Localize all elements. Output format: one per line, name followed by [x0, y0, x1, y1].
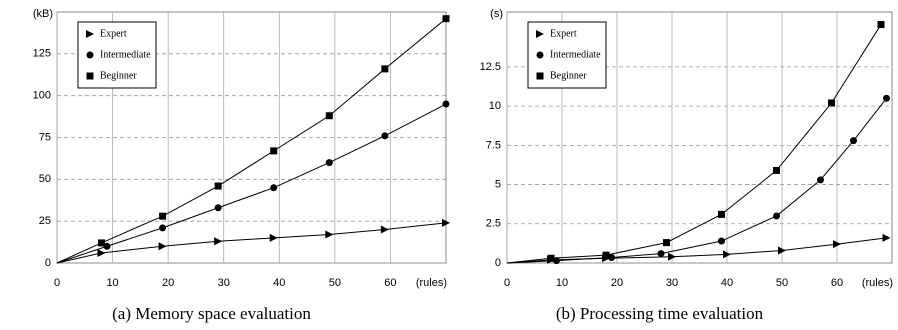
marker-triangle: [325, 230, 334, 239]
y-tick-label: 7.5: [486, 139, 501, 151]
series-line: [506, 24, 882, 264]
marker-square: [828, 99, 835, 107]
marker-square: [547, 254, 555, 262]
marker-triangle: [882, 233, 891, 242]
marker-square: [214, 182, 222, 190]
series-line: [56, 103, 447, 264]
y-tick-label: 5: [495, 178, 501, 190]
x-tick-label: 0: [54, 277, 60, 289]
legend-label: Expert: [550, 28, 577, 39]
marker-square: [773, 166, 780, 174]
caption: (a) Memory space evaluation: [112, 304, 311, 323]
marker-circle: [553, 257, 560, 265]
marker-triangle: [86, 30, 94, 38]
legend-label: Beginner: [550, 70, 587, 81]
x-tick-label: 10: [556, 277, 568, 289]
x-tick-label: 50: [329, 277, 341, 289]
x-tick-label: 0: [504, 277, 510, 289]
series-line: [56, 18, 447, 264]
y-tick-label: 75: [39, 131, 51, 143]
series-line: [506, 237, 887, 264]
y-axis-label: (s): [490, 8, 503, 20]
marker-triangle: [778, 246, 786, 255]
marker-triangle: [380, 225, 389, 234]
marker-triangle: [723, 250, 731, 259]
series-line: [506, 97, 887, 264]
y-tick-label: 2.5: [486, 218, 501, 230]
legend-label: Expert: [100, 28, 127, 39]
marker-triangle: [214, 237, 223, 246]
marker-circle: [86, 51, 94, 59]
y-tick-label: 0: [45, 257, 51, 269]
marker-square: [270, 147, 278, 155]
y-tick-label: 0: [495, 257, 501, 269]
marker-triangle: [442, 218, 450, 227]
marker-square: [325, 112, 333, 120]
marker-circle: [608, 254, 615, 262]
marker-triangle: [833, 240, 841, 249]
x-tick-label: 40: [721, 277, 733, 289]
x-tick-label: 40: [273, 277, 285, 289]
x-tick-label: 60: [384, 277, 396, 289]
legend-label: Beginner: [100, 70, 137, 81]
x-tick-label: 30: [666, 277, 678, 289]
x-tick-label: 50: [776, 277, 788, 289]
marker-square: [877, 21, 885, 29]
marker-square: [663, 239, 670, 247]
x-axis-label: (rules): [862, 277, 893, 289]
marker-circle: [718, 237, 725, 245]
y-axis-label: (kB): [33, 8, 53, 20]
y-tick-label: 25: [39, 215, 51, 227]
marker-square: [381, 65, 389, 73]
marker-triangle: [158, 242, 167, 251]
marker-square: [602, 251, 610, 259]
x-tick-label: 20: [162, 277, 174, 289]
marker-circle: [325, 159, 333, 167]
marker-circle: [773, 212, 780, 220]
marker-circle: [159, 224, 167, 232]
x-axis-label: (rules): [416, 277, 447, 289]
series-line: [56, 222, 447, 264]
y-tick-label: 12.5: [480, 61, 501, 73]
marker-circle: [270, 184, 278, 192]
y-tick-label: 10: [489, 100, 501, 112]
marker-circle: [883, 94, 890, 102]
marker-square: [86, 72, 94, 80]
x-tick-label: 20: [611, 277, 623, 289]
marker-circle: [442, 100, 450, 108]
marker-circle: [657, 250, 665, 258]
marker-square: [536, 72, 544, 80]
marker-square: [442, 15, 450, 23]
marker-triangle: [668, 252, 676, 261]
marker-triangle: [536, 30, 544, 38]
marker-triangle: [269, 233, 278, 242]
y-tick-label: 50: [39, 173, 51, 185]
marker-square: [97, 239, 105, 247]
marker-circle: [536, 51, 544, 59]
x-tick-label: 60: [831, 277, 843, 289]
marker-circle: [850, 137, 857, 145]
marker-triangle: [97, 248, 106, 257]
marker-square: [718, 210, 725, 218]
x-tick-label: 30: [218, 277, 230, 289]
y-tick-label: 100: [33, 90, 51, 102]
marker-circle: [214, 204, 222, 212]
x-tick-label: 10: [106, 277, 118, 289]
marker-circle: [817, 176, 824, 184]
y-tick-label: 125: [33, 48, 51, 60]
caption: (b) Processing time evaluation: [556, 304, 764, 323]
marker-circle: [103, 242, 111, 250]
marker-square: [159, 212, 167, 220]
legend-label: Intermediate: [550, 49, 601, 60]
legend-label: Intermediate: [100, 49, 151, 60]
marker-circle: [381, 132, 389, 140]
